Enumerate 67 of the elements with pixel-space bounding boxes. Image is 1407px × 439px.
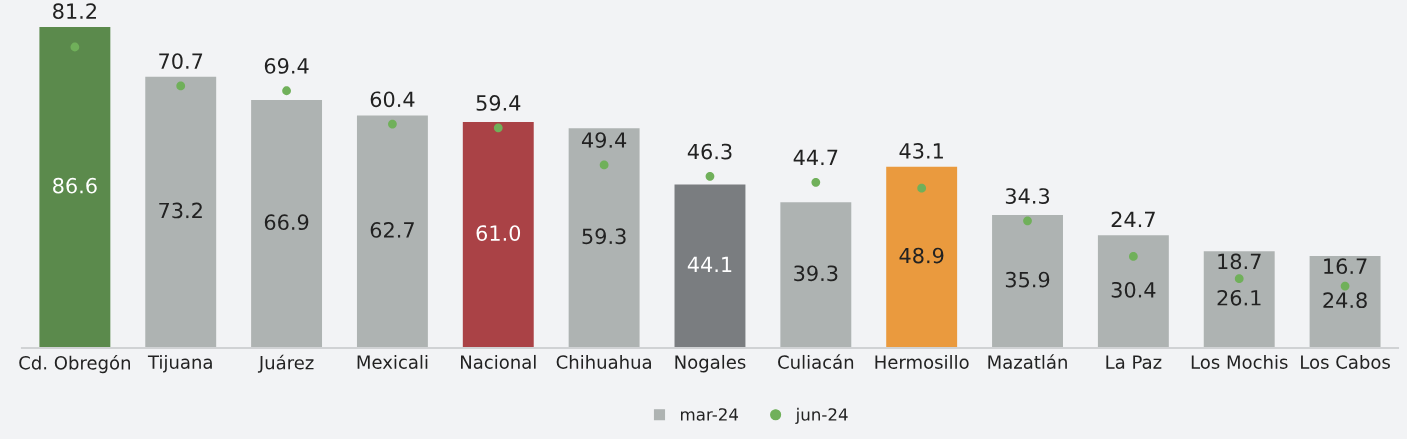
x-tick-label: Juárez (257, 354, 314, 373)
bar (145, 76, 217, 348)
point (705, 171, 715, 181)
x-tick-label: Cd. Obregón (19, 354, 130, 374)
data-label: 16.7 (1324, 258, 1367, 275)
point (388, 119, 397, 129)
x-tick-label: La Paz (1106, 355, 1162, 369)
data-label: 81.2 (53, 3, 96, 20)
x-tick-label: Culiacán (778, 354, 854, 369)
bar (886, 166, 958, 348)
data-label: 34.3 (1005, 188, 1050, 204)
data-label: 43.1 (899, 143, 943, 159)
x-tick-label: Nogales (675, 354, 746, 373)
data-label: 61.0 (476, 225, 521, 241)
x-tick-label: Hermosillo (875, 354, 969, 369)
x-tick-label: Mexicali (357, 354, 428, 369)
x-tick-label: Tijuana (147, 354, 212, 373)
data-label: 73.2 (159, 202, 202, 219)
point (282, 86, 291, 96)
data-label: 30.4 (1111, 281, 1156, 298)
x-tick-label: Chihuahua (556, 354, 651, 369)
data-label: 69.4 (264, 58, 309, 74)
bar (356, 115, 428, 348)
point (1023, 216, 1032, 226)
point (811, 177, 821, 187)
data-label: 26.1 (1217, 289, 1261, 306)
point (176, 81, 186, 91)
x-tick-label: Los Cabos (1301, 354, 1390, 369)
data-label: 60.4 (370, 91, 415, 108)
point (493, 123, 503, 133)
data-label: 46.3 (687, 143, 732, 160)
bar (1203, 251, 1275, 348)
data-label: 86.6 (53, 177, 97, 194)
point (917, 183, 927, 193)
bar (1309, 256, 1381, 348)
point (1234, 274, 1244, 284)
x-tick-label: Nacional (461, 354, 536, 369)
data-label: 24.7 (1111, 211, 1155, 228)
bar (1097, 235, 1169, 348)
data-label: 48.9 (899, 247, 944, 264)
bar (568, 128, 640, 348)
data-label: 62.7 (370, 222, 414, 238)
bar (39, 26, 111, 348)
x-tick-label: Mazatlán (988, 354, 1067, 369)
data-label: 66.9 (264, 214, 309, 231)
bar (780, 202, 852, 348)
data-label: 44.1 (687, 256, 732, 273)
x-tick-label: Los Mochis (1191, 354, 1288, 369)
point (599, 160, 609, 170)
legend-label: mar-24 (681, 408, 739, 421)
point (1128, 252, 1138, 261)
point (1340, 281, 1350, 291)
bar (992, 214, 1063, 348)
data-label: 24.8 (1323, 292, 1367, 309)
data-label: 49.4 (581, 132, 627, 148)
bar (462, 121, 534, 348)
data-label: 35.9 (1005, 271, 1050, 288)
data-label: 39.3 (794, 265, 838, 282)
bar (674, 184, 746, 348)
legend-label: jun-24 (795, 407, 848, 424)
bar (251, 100, 323, 348)
data-label: 59.3 (582, 228, 626, 245)
data-label: 70.7 (159, 53, 203, 69)
point (70, 42, 80, 52)
data-label: 18.7 (1218, 253, 1261, 270)
data-label: 44.7 (793, 149, 838, 166)
data-label: 59.4 (476, 95, 521, 111)
